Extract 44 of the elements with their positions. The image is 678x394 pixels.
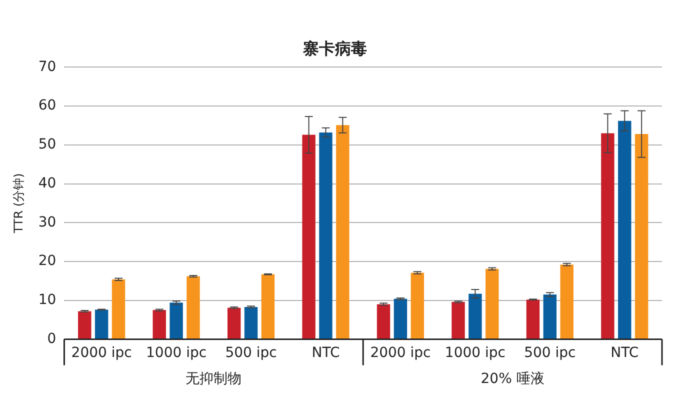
x-tick-label: 2000 ipc	[71, 345, 132, 362]
text: 无抑制物	[186, 370, 242, 387]
bar	[186, 276, 200, 339]
bar	[526, 300, 540, 339]
y-tick-label: 60	[38, 98, 56, 114]
y-tick-label: 10	[38, 292, 56, 308]
bar	[543, 294, 557, 339]
bar	[94, 310, 108, 339]
bar	[410, 272, 424, 339]
bar	[468, 294, 482, 339]
bar	[112, 279, 126, 339]
y-tick-label: 0	[47, 330, 56, 347]
bar	[78, 311, 92, 339]
bar	[452, 302, 465, 339]
x-tick-label: 500 ipc	[225, 345, 277, 362]
bar	[394, 298, 408, 339]
bar	[376, 304, 390, 339]
x-tick-label: NTC	[312, 345, 340, 362]
x-tick-label: 1000 ipc	[146, 345, 207, 362]
bar	[302, 134, 316, 339]
y-tick-label: 30	[38, 214, 56, 230]
bar	[152, 310, 166, 339]
bar	[261, 274, 275, 339]
bar	[170, 302, 183, 339]
bar	[618, 120, 632, 339]
y-tick-label: 40	[38, 175, 56, 192]
bar	[486, 268, 499, 339]
bar	[244, 306, 258, 339]
y-tick-label: 50	[38, 136, 56, 153]
x-tick-label: 2000 ipc	[370, 345, 431, 362]
bar	[227, 308, 241, 339]
y-axis-title: TTR (分钟)	[11, 173, 26, 234]
bar	[560, 264, 574, 339]
bar	[601, 133, 614, 339]
y-tick-label: 20	[38, 253, 56, 270]
x-tick-label: 1000 ipc	[444, 345, 506, 362]
x-tick-label: NTC	[610, 345, 639, 362]
x-tick-label: 500 ipc	[524, 345, 576, 362]
y-tick-label: 70	[38, 58, 56, 75]
text: 20% 唾液	[480, 370, 544, 387]
bar	[319, 132, 332, 339]
bar	[634, 134, 648, 339]
chart-title: 寨卡病毒	[302, 38, 367, 58]
bar	[336, 125, 350, 339]
